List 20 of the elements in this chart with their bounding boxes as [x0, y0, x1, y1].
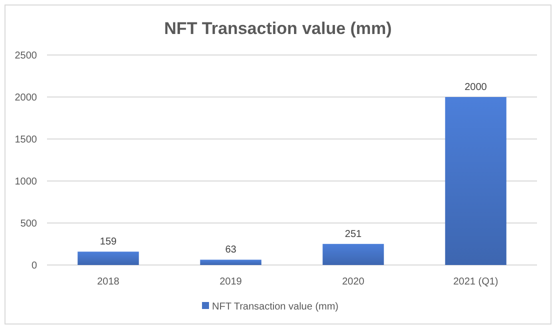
x-tick-label: 2020 — [342, 276, 365, 288]
x-tick-label: 2021 (Q1) — [453, 276, 498, 288]
bar — [200, 260, 262, 265]
y-tick-label: 1000 — [14, 176, 38, 188]
data-label: 63 — [225, 244, 237, 256]
data-label: 2000 — [464, 82, 488, 93]
data-label: 159 — [100, 236, 118, 248]
chart-title: NFT Transaction value (mm) — [164, 19, 392, 38]
bar — [445, 97, 506, 265]
y-tick-label: 2000 — [14, 92, 38, 104]
y-tick-label: 1500 — [14, 134, 38, 146]
data-label: 251 — [344, 228, 362, 240]
y-tick-label: 0 — [31, 260, 38, 272]
bar — [78, 252, 139, 265]
x-tick-label: 2019 — [220, 276, 242, 288]
y-tick-label: 2500 — [14, 50, 38, 62]
y-tick-label: 500 — [20, 218, 38, 230]
legend-label: NFT Transaction value (mm) — [212, 302, 339, 312]
bar — [322, 244, 384, 265]
x-tick-label: 2018 — [97, 276, 120, 288]
